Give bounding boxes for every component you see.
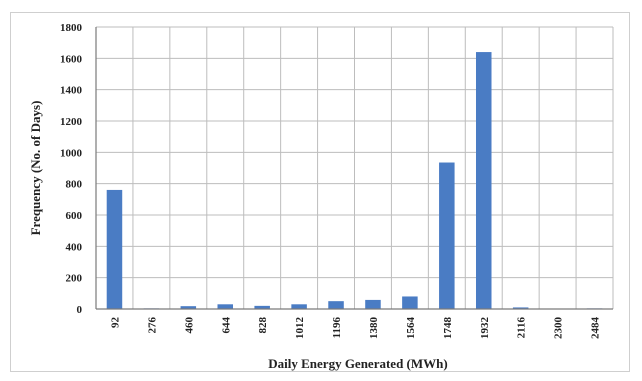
y-axis-title: Frequency (No. of Days): [28, 101, 43, 236]
y-tick-label: 200: [66, 273, 83, 285]
axes: [95, 27, 613, 310]
bar-1564: [402, 296, 418, 309]
gridlines: [95, 26, 614, 309]
x-tick-label: 1564: [405, 317, 417, 340]
x-tick-label: 460: [183, 317, 195, 334]
bar-92: [106, 189, 123, 309]
x-tick-label: 828: [257, 317, 269, 334]
bar-644: [217, 304, 234, 309]
y-tick-label: 1400: [60, 85, 83, 97]
x-tick-label: 1748: [442, 317, 454, 340]
x-tick-label: 1012: [294, 317, 306, 340]
x-axis-title: Daily Energy Generated (MWh): [268, 356, 447, 371]
y-tick-label: 800: [66, 179, 83, 191]
x-tick-label: 276: [146, 317, 158, 334]
bar-460: [180, 306, 197, 309]
y-tick-label: 1200: [60, 116, 83, 128]
x-tick-label: 2484: [590, 317, 602, 340]
bar-1012: [291, 304, 307, 309]
bar-2116: [512, 307, 529, 309]
y-tick-labels: 0 200 400 600 800 1000 1200 1400 1600 1800: [60, 22, 83, 316]
y-tick-label: 1000: [60, 147, 83, 159]
x-tick-label: 2300: [553, 317, 565, 340]
x-tick-label: 1380: [368, 317, 380, 340]
bar-1748: [439, 162, 455, 309]
x-tick-label: 1932: [479, 317, 491, 340]
y-tick-label: 400: [66, 241, 83, 253]
bar-828: [254, 305, 270, 309]
x-tick-label: 92: [109, 317, 121, 329]
bars: [106, 52, 603, 310]
x-tick-label: 2116: [516, 317, 528, 339]
x-tick-label: 1196: [331, 317, 343, 339]
x-tick-labels: 92 276 460 644 828 1012 1196 1380 1564 1748 1932 21…: [109, 317, 601, 340]
bar-1196: [328, 301, 344, 309]
y-tick-label: 600: [66, 210, 83, 222]
y-tick-label: 0: [77, 304, 83, 316]
x-tick-label: 644: [220, 317, 232, 334]
bar-1380: [365, 299, 381, 309]
y-tick-label: 1800: [60, 22, 83, 34]
bar-1932: [475, 52, 492, 310]
y-tick-label: 1600: [60, 53, 83, 65]
